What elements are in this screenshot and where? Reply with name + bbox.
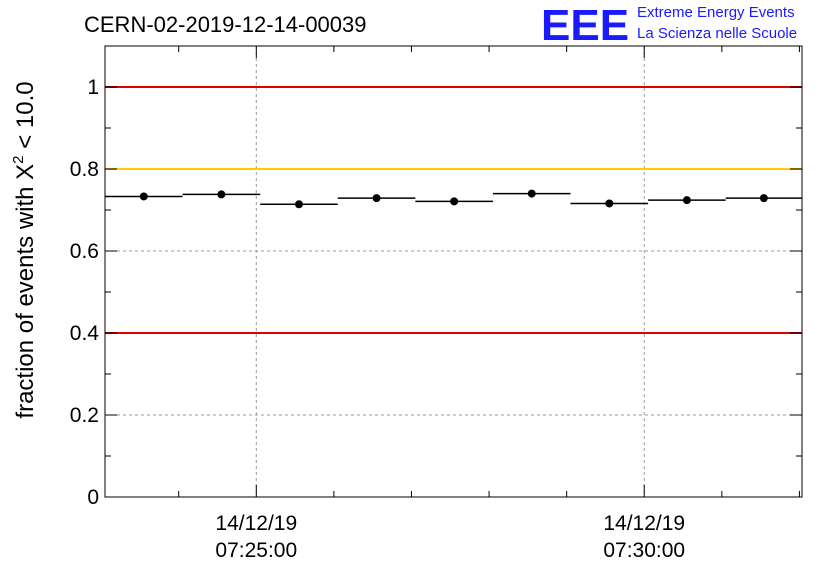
eee-logo-line1: Extreme Energy Events [637, 4, 795, 21]
x-tick-time-label: 07:30:00 [603, 539, 685, 562]
data-points [105, 189, 802, 209]
data-point [217, 190, 226, 199]
y-tick-label: 0.8 [70, 158, 99, 181]
eee-logo-line2: La Scienza nelle Scuole [637, 25, 797, 42]
y-tick-label: 0.4 [70, 322, 100, 345]
y-axis-label-symbol: X [12, 164, 39, 180]
data-point [450, 197, 459, 206]
reference-lines [105, 86, 802, 334]
chart-title: CERN-02-2019-12-14-00039 [84, 12, 367, 37]
data-point [682, 196, 691, 205]
plot-frame [104, 45, 803, 498]
y-axis-label-suffix: < 10.0 [12, 81, 39, 155]
grid [105, 46, 802, 497]
eee-logo: EEE Extreme Energy Events La Scienza nel… [541, 1, 797, 50]
x-tick-date-label: 14/12/19 [215, 512, 297, 535]
eee-logo-letters: EEE [541, 1, 629, 50]
x-tick-time-label: 07:25:00 [215, 539, 297, 562]
x-tick-date-label: 14/12/19 [603, 512, 685, 535]
data-point [759, 194, 768, 203]
data-point [139, 192, 148, 201]
y-tick-label: 1 [87, 76, 99, 99]
data-point [372, 194, 381, 203]
data-point [527, 189, 536, 198]
y-tick-label: 0.2 [70, 404, 99, 427]
y-tick-label: 0.6 [70, 240, 99, 263]
data-point [294, 200, 303, 209]
y-axis-label-superscript: 2 [10, 155, 27, 163]
y-tick-label: 0 [87, 486, 99, 509]
y-axis-label: fraction of events with X2 < 10.0 [10, 81, 39, 418]
data-point [605, 199, 614, 208]
axes: 0 0.2 0.4 0.6 0.8 1 14/12/19 07:25:00 14/12/19 07… [70, 45, 803, 562]
y-axis-label-prefix: fraction of events with [12, 180, 39, 419]
